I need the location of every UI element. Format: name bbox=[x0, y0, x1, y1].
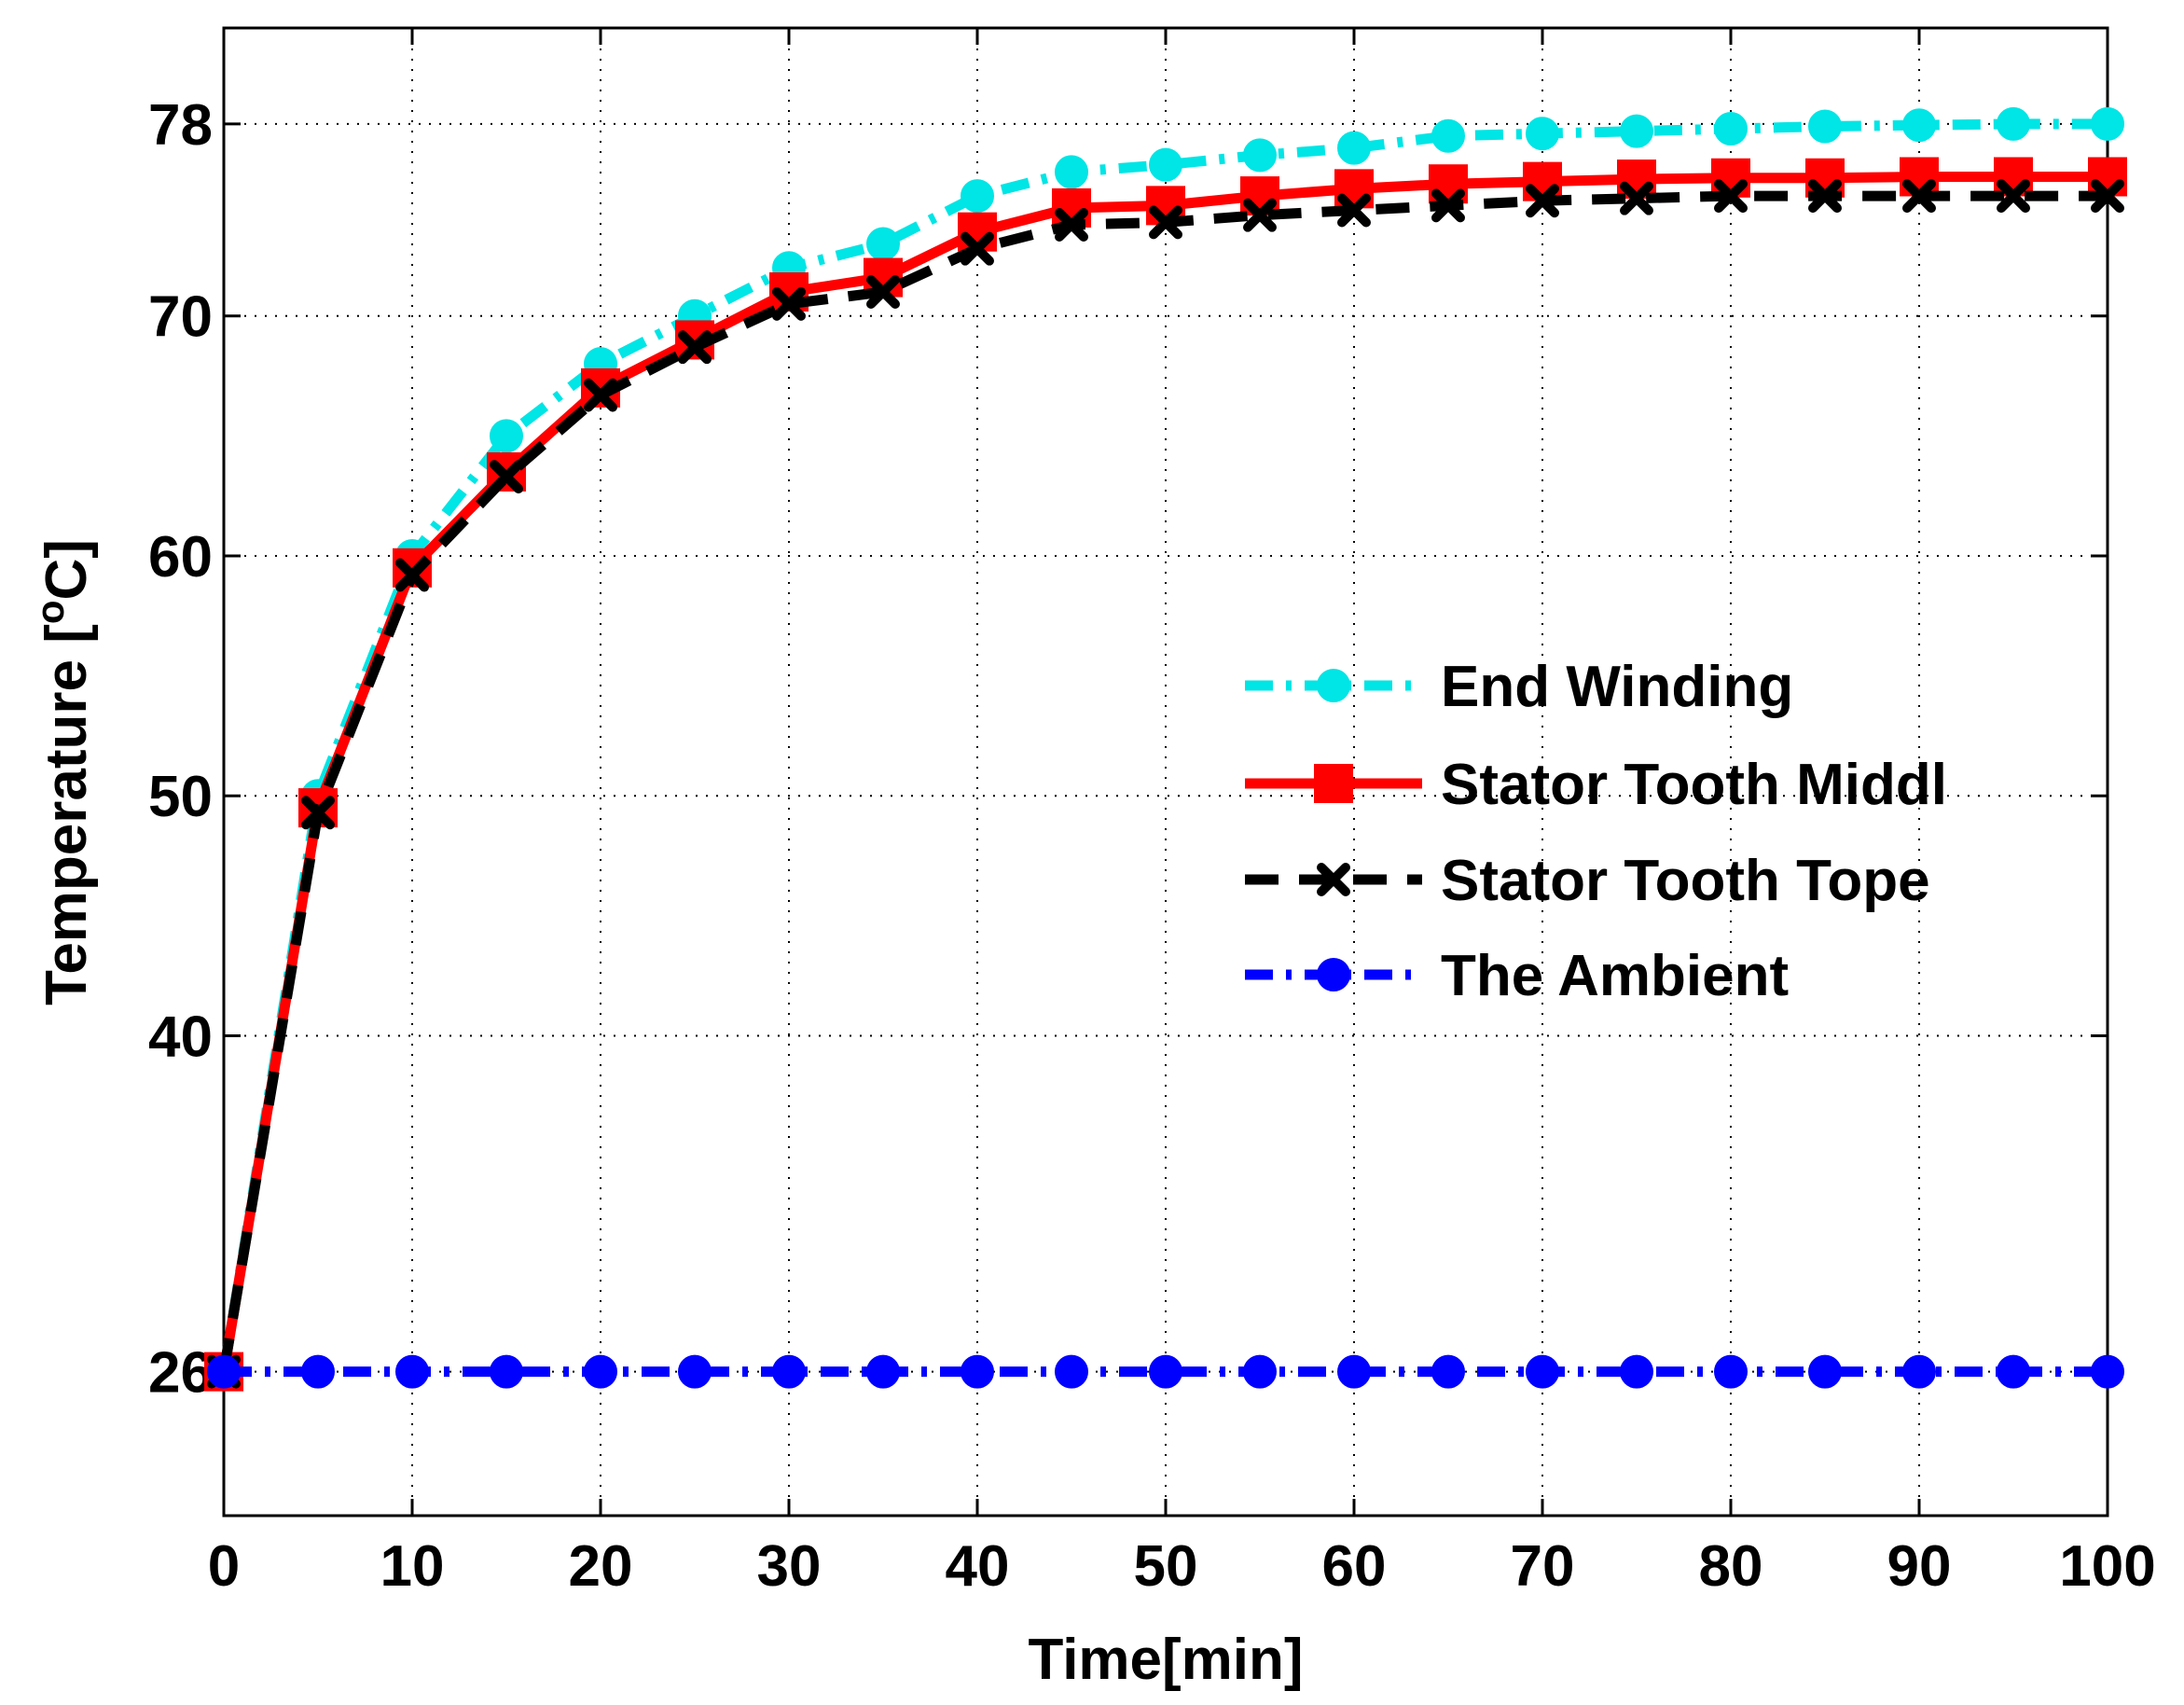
data-point-end-winding bbox=[1337, 131, 1371, 165]
data-point-stator-tooth-tope bbox=[678, 330, 712, 365]
x-tick-label: 10 bbox=[380, 1534, 445, 1599]
data-point-stator-tooth-middl bbox=[1711, 158, 1750, 198]
legend-entry-stator-tooth-middl: Stator Tooth Middl bbox=[1245, 753, 1947, 817]
series-line-end-winding bbox=[218, 118, 2108, 1373]
legend: End Winding Stator Tooth Middl Stator Toot… bbox=[1245, 655, 1947, 1008]
data-point-stator-tooth-tope bbox=[584, 378, 617, 412]
data-point-stator-tooth-tope bbox=[1243, 198, 1277, 232]
data-point-stator-tooth-tope bbox=[395, 558, 429, 592]
legend-marker-end-winding bbox=[1317, 669, 1350, 702]
data-point-the-ambient bbox=[1243, 1354, 1277, 1389]
data-point-stator-tooth-tope bbox=[490, 460, 523, 494]
data-point-the-ambient bbox=[490, 1354, 523, 1389]
axis-ticks: 0 10 20 30 40 50 60 70 80 90 100 26 40 50 60 70 78 bbox=[148, 28, 2156, 1599]
data-point-the-ambient bbox=[1714, 1354, 1748, 1389]
data-point-the-ambient bbox=[1431, 1354, 1465, 1389]
x-tick-label: 90 bbox=[1887, 1534, 1952, 1599]
data-point-stator-tooth-tope bbox=[1431, 188, 1465, 223]
data-point-stator-tooth-tope bbox=[1055, 207, 1088, 242]
data-point-end-winding bbox=[1714, 112, 1748, 146]
data-point-end-winding bbox=[1808, 109, 1842, 144]
data-point-stator-tooth-tope bbox=[301, 796, 335, 830]
data-point-end-winding bbox=[866, 227, 900, 261]
data-point-the-ambient bbox=[1337, 1354, 1371, 1389]
legend-label-the-ambient: The Ambient bbox=[1441, 944, 1789, 1008]
data-point-stator-tooth-tope bbox=[1620, 181, 1653, 215]
data-point-the-ambient bbox=[2091, 1354, 2124, 1389]
x-tick-label: 30 bbox=[757, 1534, 822, 1599]
data-point-end-winding bbox=[1243, 138, 1277, 173]
legend-entry-the-ambient: The Ambient bbox=[1245, 944, 1789, 1008]
y-tick-label: 50 bbox=[148, 765, 213, 829]
data-point-the-ambient bbox=[1149, 1354, 1182, 1389]
y-axis-label-end: C] bbox=[35, 539, 99, 600]
data-point-end-winding bbox=[1997, 106, 2030, 141]
legend-marker-stator-tooth-middl bbox=[1314, 764, 1353, 803]
legend-entry-stator-tooth-tope: Stator Tooth Tope bbox=[1245, 849, 1930, 913]
data-point-stator-tooth-tope bbox=[1149, 205, 1182, 240]
y-tick-label: 40 bbox=[148, 1005, 213, 1069]
data-point-end-winding bbox=[1902, 108, 1936, 143]
legend-marker-the-ambient bbox=[1317, 958, 1350, 991]
data-point-end-winding bbox=[961, 179, 994, 214]
y-axis-label-superscript: o bbox=[28, 600, 72, 624]
data-point-stator-tooth-tope bbox=[1337, 193, 1371, 228]
data-point-the-ambient bbox=[866, 1354, 900, 1389]
y-tick-label: 78 bbox=[148, 93, 213, 158]
data-point-the-ambient bbox=[1620, 1354, 1653, 1389]
legend-marker-stator-tooth-tope bbox=[1317, 863, 1350, 896]
data-point-stator-tooth-tope bbox=[2091, 179, 2124, 214]
y-tick-label: 26 bbox=[148, 1341, 213, 1406]
data-point-end-winding bbox=[1055, 155, 1088, 189]
data-point-end-winding bbox=[1149, 147, 1182, 182]
legend-label-stator-tooth-middl: Stator Tooth Middl bbox=[1441, 753, 1947, 817]
legend-label-stator-tooth-tope: Stator Tooth Tope bbox=[1441, 849, 1930, 913]
y-axis-label: Temperature [oC] bbox=[28, 539, 99, 1005]
x-tick-label: 20 bbox=[569, 1534, 633, 1599]
legend-entry-end-winding: End Winding bbox=[1245, 655, 1793, 719]
y-axis-label-main: Temperature [ bbox=[35, 624, 99, 1005]
series-the-ambient bbox=[207, 1354, 2124, 1389]
series-group bbox=[204, 106, 2127, 1392]
data-point-end-winding bbox=[1526, 117, 1559, 151]
y-tick-label: 60 bbox=[148, 525, 213, 589]
data-point-the-ambient bbox=[395, 1354, 429, 1389]
data-point-the-ambient bbox=[1902, 1354, 1936, 1389]
data-point-the-ambient bbox=[772, 1354, 806, 1389]
data-point-the-ambient bbox=[207, 1354, 241, 1389]
data-point-the-ambient bbox=[961, 1354, 994, 1389]
data-point-stator-tooth-tope bbox=[1997, 179, 2030, 214]
x-tick-label: 0 bbox=[208, 1534, 240, 1599]
data-point-stator-tooth-tope bbox=[1714, 179, 1748, 214]
x-tick-label: 40 bbox=[946, 1534, 1010, 1599]
data-point-stator-tooth-tope bbox=[866, 274, 900, 309]
data-point-end-winding bbox=[1620, 114, 1653, 148]
y-tick-label: 70 bbox=[148, 285, 213, 350]
data-point-the-ambient bbox=[584, 1354, 617, 1389]
data-point-the-ambient bbox=[1526, 1354, 1559, 1389]
x-tick-label: 80 bbox=[1699, 1534, 1763, 1599]
data-point-stator-tooth-tope bbox=[772, 286, 806, 321]
data-point-end-winding bbox=[1431, 118, 1465, 153]
data-point-the-ambient bbox=[1997, 1354, 2030, 1389]
data-point-the-ambient bbox=[1055, 1354, 1088, 1389]
data-point-stator-tooth-tope bbox=[961, 231, 994, 266]
x-tick-label: 60 bbox=[1322, 1534, 1387, 1599]
x-tick-label: 70 bbox=[1511, 1534, 1575, 1599]
data-point-the-ambient bbox=[678, 1354, 712, 1389]
data-point-stator-tooth-tope bbox=[1808, 179, 1842, 214]
data-point-the-ambient bbox=[301, 1354, 335, 1389]
data-point-end-winding bbox=[490, 419, 523, 453]
x-axis-label: Time[min] bbox=[1028, 1628, 1303, 1692]
legend-label-end-winding: End Winding bbox=[1441, 655, 1793, 719]
data-point-the-ambient bbox=[1808, 1354, 1842, 1389]
x-tick-label: 100 bbox=[2059, 1534, 2155, 1599]
data-point-stator-tooth-tope bbox=[1902, 179, 1936, 214]
data-point-stator-tooth-tope bbox=[1526, 184, 1559, 218]
data-point-end-winding bbox=[2091, 106, 2124, 141]
x-tick-label: 50 bbox=[1134, 1534, 1198, 1599]
